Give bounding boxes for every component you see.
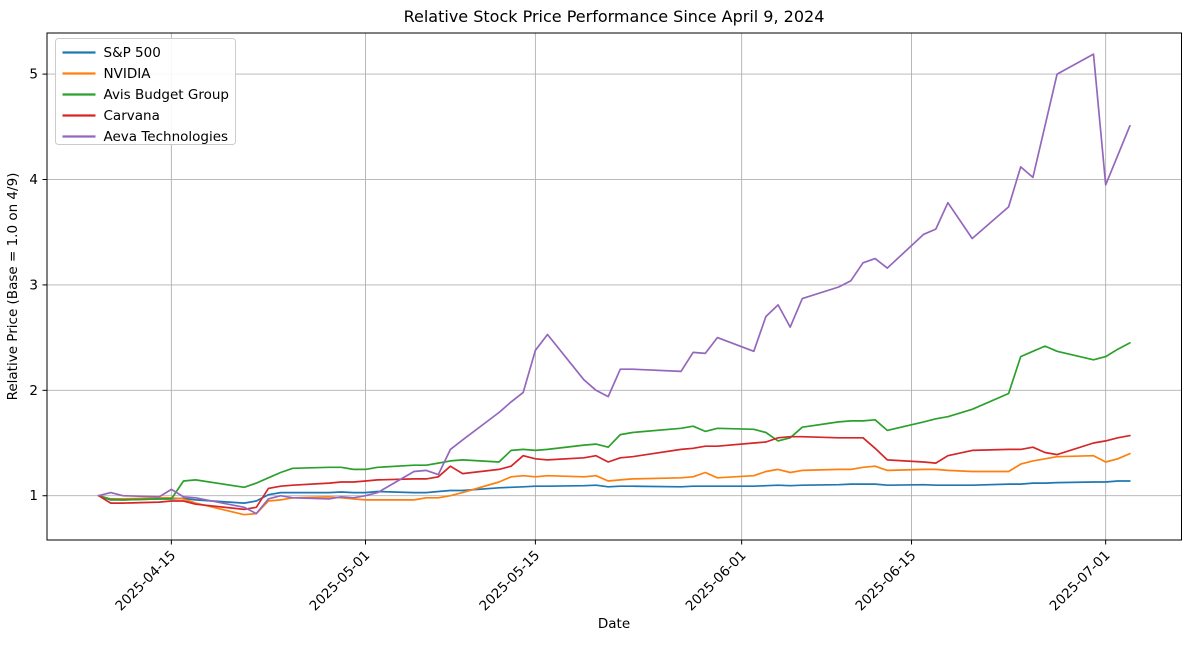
plot-frame — [46, 32, 1182, 541]
y-tick-label: 5 — [29, 67, 38, 83]
legend-label: Avis Budget Group — [104, 87, 229, 103]
axes-spines — [46, 32, 1182, 541]
axis-ticks: 1 2 3 4 5 2025-04-15 2025-05-01 2025-05-15 2025-… — [29, 67, 1113, 615]
series-line-aeva-technologies — [97, 53, 1131, 515]
legend: S&P 500 NVIDIA Avis Budget Group Carvana Aev… — [55, 38, 236, 145]
y-axis-label: Relative Price (Base = 1.0 on 4/9) — [5, 173, 21, 401]
legend-label: S&P 500 — [104, 45, 161, 61]
series-line-carvana — [97, 434, 1131, 511]
legend-item-avis-budget-group: Avis Budget Group — [62, 87, 229, 103]
x-tick-label: 2025-04-15 — [112, 548, 179, 615]
legend-label: NVIDIA — [104, 66, 152, 82]
y-tick-label: 1 — [29, 488, 38, 504]
chart-title: Relative Stock Price Performance Since A… — [404, 7, 825, 26]
y-tick-label: 3 — [29, 277, 38, 293]
x-tick-label: 2025-05-01 — [307, 548, 374, 615]
x-tick-label: 2025-06-01 — [683, 548, 750, 615]
series-line-avis-budget-group — [97, 342, 1131, 501]
legend-item-carvana: Carvana — [62, 108, 160, 124]
x-tick-label: 2025-07-01 — [1047, 548, 1114, 615]
legend-label: Aeva Technologies — [104, 129, 229, 145]
legend-item-s-p-500: S&P 500 — [62, 45, 161, 61]
y-tick-label: 2 — [29, 383, 38, 399]
y-tick-label: 4 — [29, 172, 38, 188]
series-lines — [97, 53, 1131, 516]
legend-item-nvidia: NVIDIA — [62, 66, 152, 82]
x-tick-label: 2025-05-15 — [476, 548, 543, 615]
legend-label: Carvana — [104, 108, 160, 124]
series-line-s-p-500 — [97, 480, 1131, 504]
legend-item-aeva-technologies: Aeva Technologies — [62, 129, 229, 145]
legend-box — [55, 38, 236, 145]
series-line-nvidia — [97, 452, 1131, 516]
x-tick-label: 2025-06-15 — [853, 548, 920, 615]
x-axis-label: Date — [598, 616, 630, 632]
